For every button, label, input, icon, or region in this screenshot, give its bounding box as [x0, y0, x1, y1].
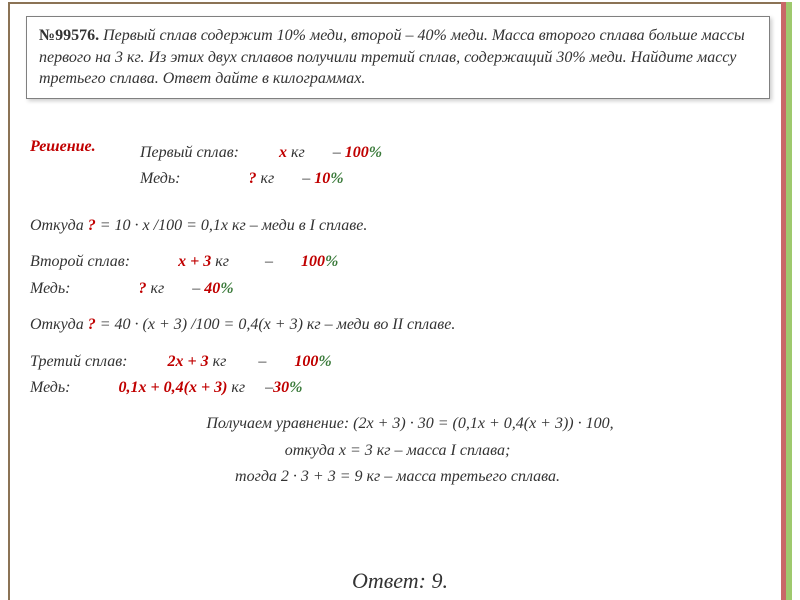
solution-top: Первый сплав: x кг – 100% Медь: ? кг – 1… [140, 142, 765, 195]
alloy3-copper-line: Медь: 0,1x + 0,4(x + 3) кг –30% [30, 377, 765, 399]
equation: Получаем уравнение: (2x + 3) · 30 = (0,1… [30, 413, 765, 435]
alloy2-copper-line: Медь: ? кг – 40% [30, 278, 765, 300]
problem-box: №99576. Первый сплав содержит 10% меди, … [26, 16, 770, 99]
alloy1-copper-line: Медь: ? кг – 10% [140, 168, 765, 190]
result2: тогда 2 · 3 + 3 = 9 кг – масса третьего … [30, 466, 765, 488]
formula2: Откуда ? = 40 · (x + 3) /100 = 0,4(x + 3… [30, 314, 765, 336]
alloy1-line: Первый сплав: x кг – 100% [140, 142, 765, 164]
answer: Ответ: 9. [0, 568, 800, 594]
problem-text: Первый сплав содержит 10% меди, второй –… [39, 27, 745, 87]
formula1: Откуда ? = 10 · x /100 = 0,1x кг – меди … [30, 215, 765, 237]
solution-body: Откуда ? = 10 · x /100 = 0,1x кг – меди … [30, 215, 765, 493]
border-left [8, 2, 10, 600]
alloy2-line: Второй сплав: x + 3 кг – 100% [30, 251, 765, 273]
border-top [8, 2, 792, 4]
solution-label: Решение. [30, 138, 96, 156]
alloy3-line: Третий сплав: 2x + 3 кг – 100% [30, 351, 765, 373]
border-right-red [781, 2, 786, 600]
border-right-green [786, 2, 792, 600]
problem-number: №99576. [39, 27, 99, 44]
result1: откуда x = 3 кг – масса I сплава; [30, 440, 765, 462]
